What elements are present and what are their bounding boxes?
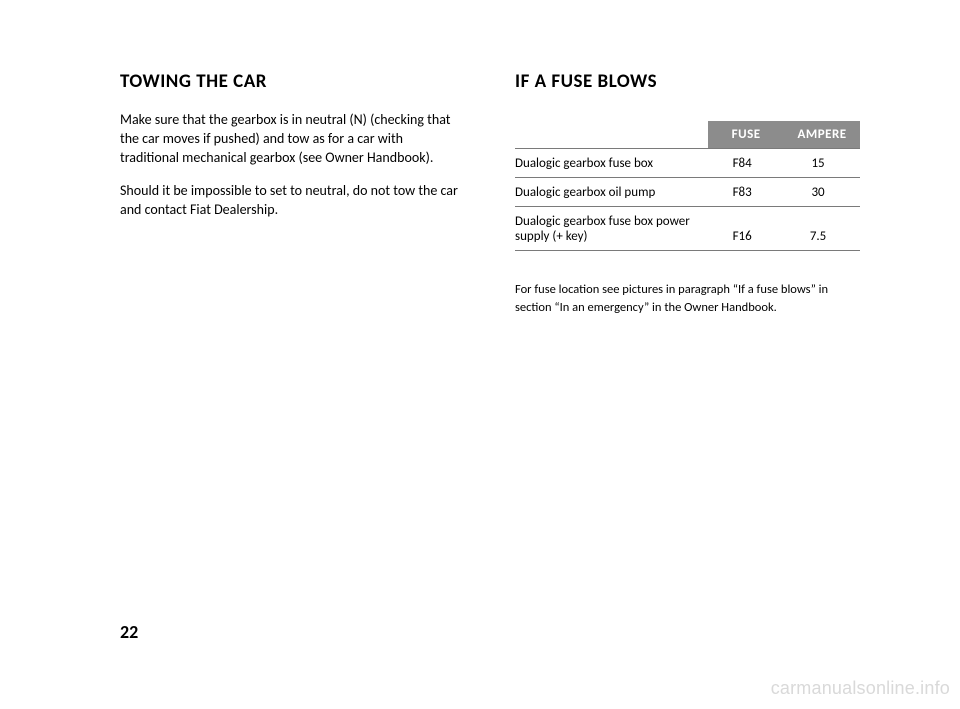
table-header-blank: [515, 121, 708, 149]
table-row: Dualogic gearbox oil pump F83 30: [515, 178, 860, 207]
table-cell-label: Dualogic gearbox oil pump: [515, 178, 708, 207]
fuse-heading: IF A FUSE BLOWS: [515, 70, 860, 93]
table-header-fuse: FUSE: [708, 121, 784, 149]
table-cell-fuse: F16: [708, 207, 784, 251]
table-header-ampere: AMPERE: [784, 121, 860, 149]
towing-heading: TOWING THE CAR: [120, 70, 465, 93]
towing-para-1: Make sure that the gearbox is in neutral…: [120, 111, 465, 168]
table-header-row: FUSE AMPERE: [515, 121, 860, 149]
table-cell-label: Dualogic gearbox fuse box: [515, 149, 708, 178]
fuse-table: FUSE AMPERE Dualogic gearbox fuse box F8…: [515, 121, 860, 251]
table-row: Dualogic gearbox fuse box power supply (…: [515, 207, 860, 251]
towing-para-2: Should it be impossible to set to neutra…: [120, 182, 465, 220]
watermark: carmanualsonline.info: [771, 678, 950, 699]
page-number: 22: [120, 621, 138, 643]
table-cell-fuse: F83: [708, 178, 784, 207]
table-cell-fuse: F84: [708, 149, 784, 178]
left-column: TOWING THE CAR Make sure that the gearbo…: [120, 70, 465, 316]
page-content: TOWING THE CAR Make sure that the gearbo…: [120, 70, 860, 316]
fuse-note: For fuse location see pictures in paragr…: [515, 281, 860, 316]
table-cell-ampere: 15: [784, 149, 860, 178]
table-row: Dualogic gearbox fuse box F84 15: [515, 149, 860, 178]
table-cell-ampere: 30: [784, 178, 860, 207]
table-cell-ampere: 7.5: [784, 207, 860, 251]
right-column: IF A FUSE BLOWS FUSE AMPERE Dualogic gea…: [515, 70, 860, 316]
table-cell-label: Dualogic gearbox fuse box power supply (…: [515, 207, 708, 251]
